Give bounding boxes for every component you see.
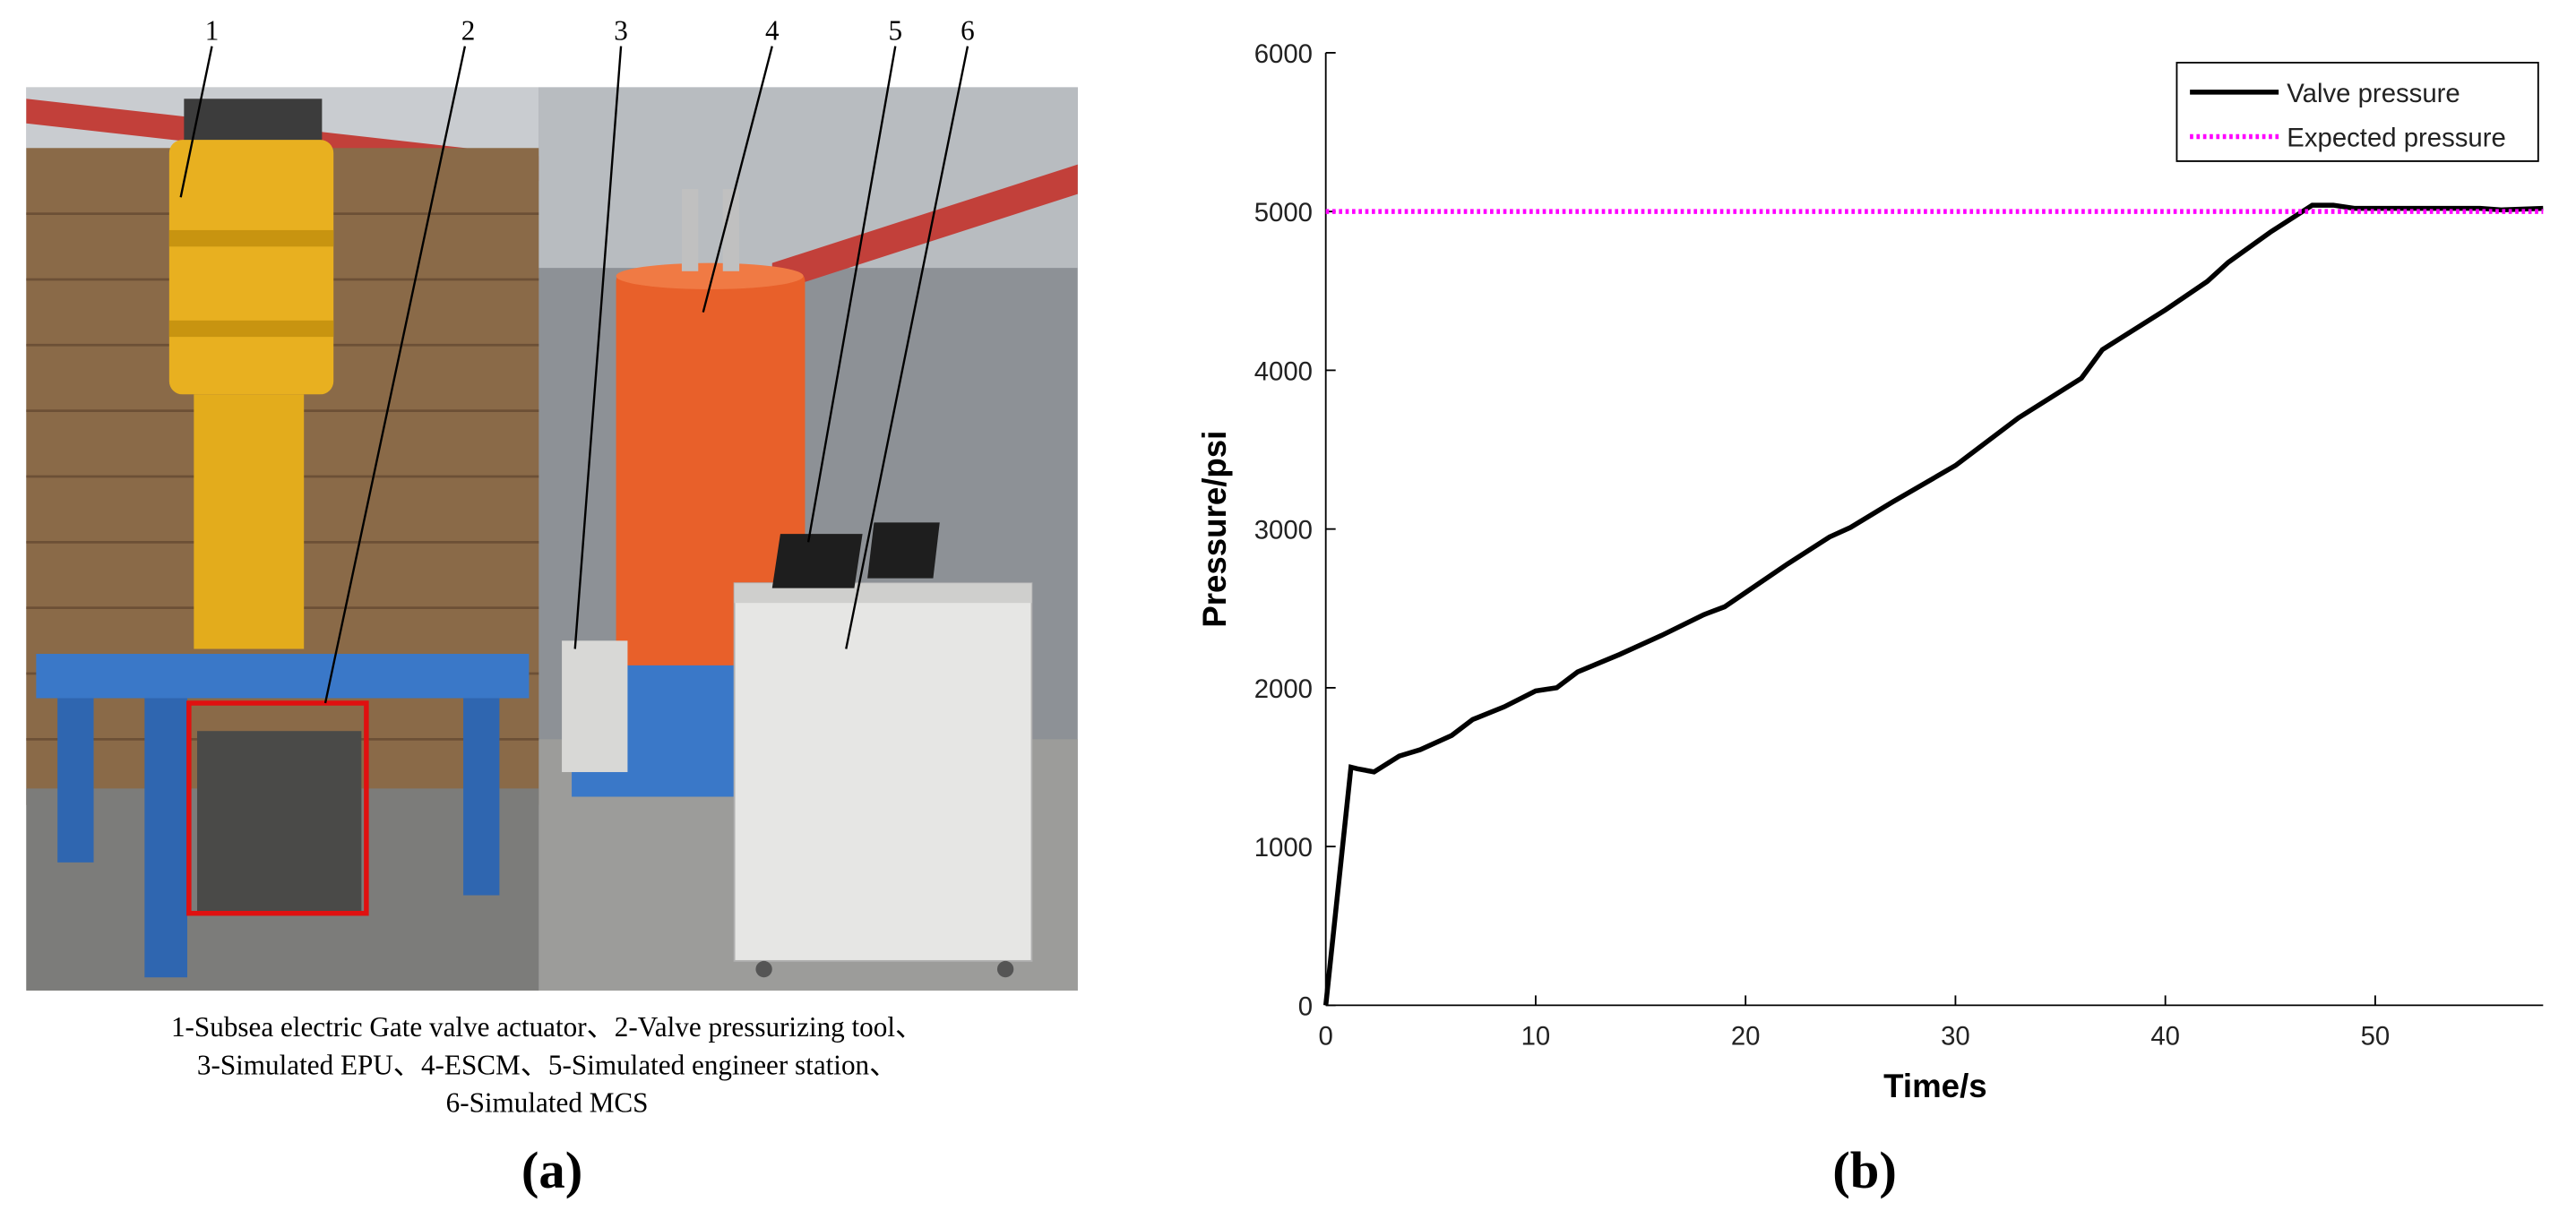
ceiling bbox=[538, 87, 1078, 269]
caption: 1-Subsea electric Gate valve actuator、2-… bbox=[171, 1011, 923, 1118]
caption-line: 1-Subsea electric Gate valve actuator、2-… bbox=[171, 1011, 923, 1043]
panel-label: (a) bbox=[521, 1141, 582, 1199]
table-leg bbox=[144, 698, 188, 978]
highlight-box bbox=[186, 700, 369, 916]
epu-box bbox=[562, 640, 628, 773]
y-tick-label: 6000 bbox=[1254, 39, 1313, 69]
wheel bbox=[755, 960, 772, 978]
table-top bbox=[36, 654, 530, 699]
callout-label: 1 bbox=[205, 14, 220, 46]
photo-panel: 1 2 3 4 5 6 1-Subsea electric Gate valve… bbox=[26, 14, 1078, 1199]
leader-lines bbox=[179, 46, 969, 704]
table-leg bbox=[57, 698, 94, 863]
legend-label: Expected pressure bbox=[2287, 123, 2506, 152]
x-tick-label: 10 bbox=[1521, 1021, 1551, 1051]
wheel bbox=[996, 960, 1014, 978]
callout-label: 5 bbox=[888, 14, 902, 46]
x-axis-label: Time/s bbox=[1883, 1068, 1986, 1104]
data-line bbox=[1322, 202, 2544, 1006]
y-axis-label: Pressure/psi bbox=[1196, 431, 1233, 628]
actuator-flange bbox=[168, 320, 334, 338]
x-tick-label: 20 bbox=[1731, 1021, 1761, 1051]
x-tick-label: 40 bbox=[2150, 1021, 2180, 1051]
actuator-stem bbox=[194, 394, 305, 649]
x-tick-label: 30 bbox=[1941, 1021, 1970, 1051]
photo-labels: 1 2 3 4 5 6 bbox=[205, 14, 975, 46]
legend-box bbox=[2175, 62, 2539, 162]
mcs-cabinet bbox=[733, 582, 1033, 962]
roof-beam bbox=[771, 164, 1078, 293]
y-tick-label: 0 bbox=[1298, 992, 1313, 1021]
y-tick-label: 2000 bbox=[1254, 674, 1313, 704]
actuator-flange bbox=[168, 229, 334, 247]
legend-label: Valve pressure bbox=[2287, 79, 2460, 108]
valve-block bbox=[197, 731, 362, 912]
actuator-body bbox=[168, 140, 334, 395]
y-tick-label: 5000 bbox=[1254, 198, 1313, 227]
panel-label: (b) bbox=[1832, 1141, 1897, 1199]
escm-tank bbox=[616, 270, 806, 665]
connector bbox=[681, 189, 699, 271]
x-tick-label: 0 bbox=[1319, 1021, 1333, 1051]
y-tick-label: 4000 bbox=[1254, 356, 1313, 386]
callout-label: 4 bbox=[765, 14, 780, 46]
x-tick-label: 50 bbox=[2361, 1021, 2391, 1051]
caption-line: 3-Simulated EPU、4-ESCM、5-Simulated engin… bbox=[197, 1049, 897, 1080]
callout-label: 6 bbox=[961, 14, 975, 46]
y-tick-label: 3000 bbox=[1254, 516, 1313, 545]
laptop bbox=[771, 534, 863, 588]
cabinet-top bbox=[734, 583, 1032, 604]
callout-label: 2 bbox=[461, 14, 476, 46]
y-tick-label: 1000 bbox=[1254, 833, 1313, 863]
table-leg bbox=[463, 698, 500, 896]
caption-line: 6-Simulated MCS bbox=[446, 1087, 649, 1119]
laptop bbox=[867, 522, 940, 579]
escm-lid bbox=[616, 262, 804, 289]
connector bbox=[722, 189, 740, 271]
callout-label: 3 bbox=[614, 14, 628, 46]
chart-panel: (b) Time/s Pressure/psi 0 10 20 30 40 50 0 1000… bbox=[1196, 39, 2544, 1199]
